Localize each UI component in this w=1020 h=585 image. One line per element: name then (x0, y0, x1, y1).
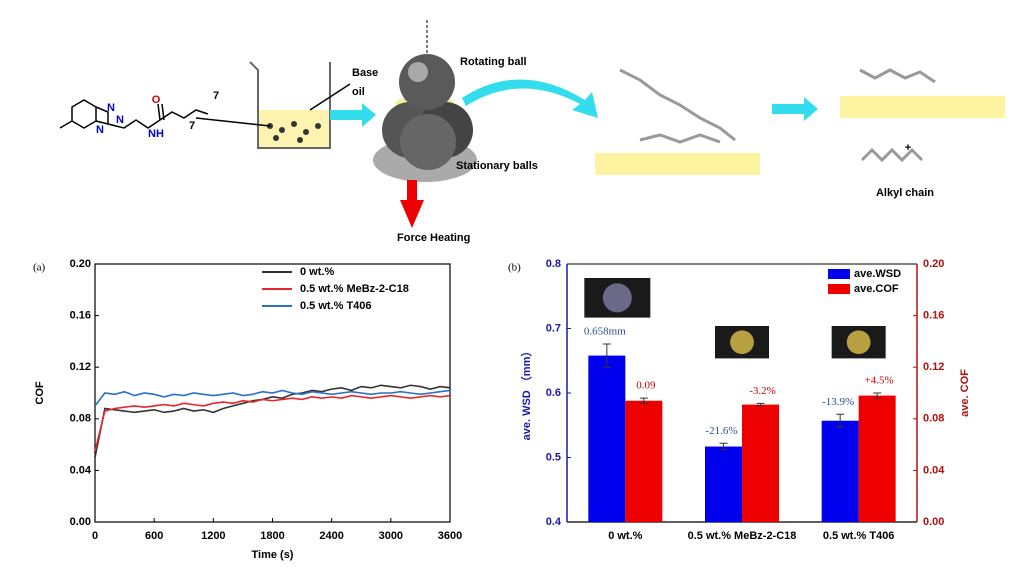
y2-axis-label: ave. COF (959, 369, 971, 417)
molecule-label: 7 (189, 120, 195, 132)
y-axis-label: COF (34, 381, 46, 405)
arrow (330, 79, 818, 127)
bar-annotation: 0.658mm (584, 326, 626, 338)
molecule-label: N (96, 124, 104, 136)
force-heating-label: Force Heating (397, 232, 470, 244)
x-tick-label: 0.5 wt.% MeBz-2-C18 (688, 530, 797, 542)
y2-tick-label: 0.12 (923, 361, 944, 373)
beaker (195, 61, 351, 149)
panel-label: (b) (508, 262, 521, 274)
y-tick-label: 0.7 (546, 322, 561, 334)
y2-tick-label: 0.04 (923, 464, 945, 476)
error-bar (873, 392, 882, 399)
y-tick-label: 0.16 (70, 310, 91, 322)
series-line (94, 389, 451, 407)
x-axis-label: Time (s) (252, 549, 294, 561)
x-tick-label: 1800 (260, 530, 284, 542)
y-axis-label: ave. WSD （mm） (520, 346, 533, 441)
panel-label: (a) (33, 262, 46, 274)
x-tick-label: 3600 (438, 530, 462, 542)
wear-scar (602, 283, 632, 313)
adsorbed-molecule (619, 68, 936, 163)
bar-annotation: 0.09 (636, 380, 656, 392)
error-bar (836, 413, 845, 428)
legend-swatch (828, 284, 850, 294)
bar (858, 395, 896, 522)
wear-scar (846, 330, 871, 355)
y-tick-label: 0.6 (546, 387, 561, 399)
base-oil-label: Base (352, 67, 378, 79)
bar (705, 446, 742, 522)
bar-annotation: -13.9% (822, 396, 854, 408)
legend-swatch (828, 269, 850, 279)
legend-label: 0.5 wt.% MeBz-2-C18 (300, 283, 409, 295)
molecule-label: 7 (213, 90, 219, 102)
error-bar (719, 442, 728, 451)
x-tick-label: 3000 (379, 530, 403, 542)
surface (840, 96, 1005, 118)
x-tick-label: 0.5 wt.% T406 (823, 530, 895, 542)
y-tick-label: 0.20 (70, 258, 91, 270)
legend-label: 0.5 wt.% T406 (300, 300, 372, 312)
molecule-label: N (116, 114, 124, 126)
bar-annotation: +4.5% (865, 375, 894, 387)
bar (742, 404, 779, 522)
molecule-label: NH (148, 128, 164, 140)
surface (595, 153, 760, 175)
rotating-ball-label: Rotating ball (460, 56, 527, 68)
legend-label: ave.COF (854, 283, 899, 295)
bar-annotation: -21.6% (705, 425, 737, 437)
y-tick-label: 0.08 (70, 413, 91, 425)
error-bar (602, 343, 611, 368)
wear-scar (730, 330, 754, 355)
x-tick-label: 600 (145, 530, 163, 542)
y-tick-label: 0.00 (70, 516, 91, 528)
base-oil-label: oil (352, 86, 365, 98)
stationary-balls-label: Stationary balls (456, 160, 538, 172)
y2-tick-label: 0.20 (923, 258, 944, 270)
four-ball (373, 20, 477, 228)
bar (625, 400, 663, 522)
y-tick-label: 0.04 (70, 464, 92, 476)
error-bar (756, 402, 765, 407)
alkyl-chain-label: Alkyl chain (876, 187, 934, 199)
y-tick-label: 0.8 (546, 258, 561, 270)
y-tick-label: 0.12 (70, 361, 91, 373)
legend-label: ave.WSD (854, 268, 901, 280)
molecule-label: O (152, 94, 161, 106)
x-tick-label: 1200 (201, 530, 225, 542)
series-line (94, 384, 451, 458)
molecule-label: N (107, 102, 115, 114)
x-tick-label: 2400 (319, 530, 343, 542)
x-tick-label: 0 (92, 530, 98, 542)
molecule (59, 99, 209, 129)
plus-label: + (905, 142, 911, 154)
series-line (94, 394, 451, 452)
y2-tick-label: 0.08 (923, 413, 944, 425)
y-tick-label: 0.5 (546, 451, 561, 463)
y2-tick-label: 0.16 (923, 310, 944, 322)
legend-label: 0 wt.% (300, 266, 334, 278)
x-tick-label: 0 wt.% (608, 530, 642, 542)
bar-annotation: -3.2% (749, 385, 776, 397)
bar (588, 355, 626, 522)
y-tick-label: 0.4 (546, 516, 562, 528)
error-bar (639, 397, 648, 404)
bar (821, 420, 859, 522)
y2-tick-label: 0.00 (923, 516, 944, 528)
